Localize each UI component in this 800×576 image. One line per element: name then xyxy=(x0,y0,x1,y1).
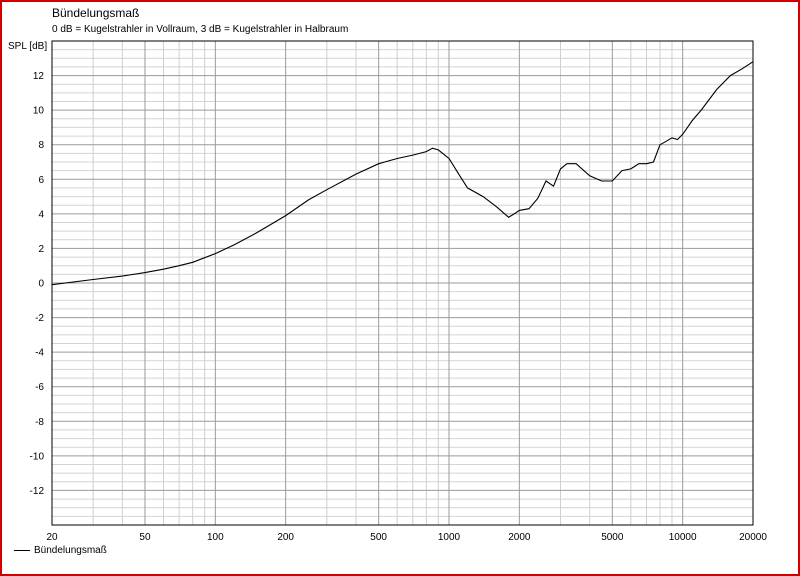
y-axis-label: SPL [dB] xyxy=(8,41,47,52)
x-tick-label: 100 xyxy=(207,532,224,543)
y-tick-label: -4 xyxy=(35,348,44,359)
y-tick-label: -10 xyxy=(30,451,45,462)
y-tick-label: 12 xyxy=(33,71,45,82)
x-tick-label: 1000 xyxy=(438,532,461,543)
legend-swatch xyxy=(14,550,30,551)
series-line xyxy=(51,61,754,286)
chart-subtitle: 0 dB = Kugelstrahler in Vollraum, 3 dB =… xyxy=(52,24,349,35)
y-tick-label: 8 xyxy=(38,140,44,151)
x-tick-label: 50 xyxy=(139,532,151,543)
x-tick-label: 20 xyxy=(46,532,58,543)
x-tick-label: 200 xyxy=(277,532,294,543)
y-tick-label: -8 xyxy=(35,417,44,428)
y-tick-label: 0 xyxy=(38,279,44,290)
y-tick-label: 10 xyxy=(33,106,45,117)
y-tick-label: 6 xyxy=(38,175,44,186)
y-tick-label: 4 xyxy=(38,209,44,220)
x-tick-label: 10000 xyxy=(669,532,697,543)
y-tick-label: 2 xyxy=(38,244,44,255)
x-tick-label: 5000 xyxy=(601,532,624,543)
legend: Bündelungsmaß xyxy=(14,545,107,556)
plot-area xyxy=(51,40,754,526)
y-tick-label: -2 xyxy=(35,313,44,324)
x-tick-label: 500 xyxy=(370,532,387,543)
chart-title: Bündelungsmaß xyxy=(52,6,140,20)
x-tick-label: 2000 xyxy=(508,532,531,543)
x-tick-label: 20000 xyxy=(739,532,767,543)
y-tick-label: -12 xyxy=(30,486,45,497)
legend-label: Bündelungsmaß xyxy=(34,545,107,556)
y-tick-label: -6 xyxy=(35,382,44,393)
